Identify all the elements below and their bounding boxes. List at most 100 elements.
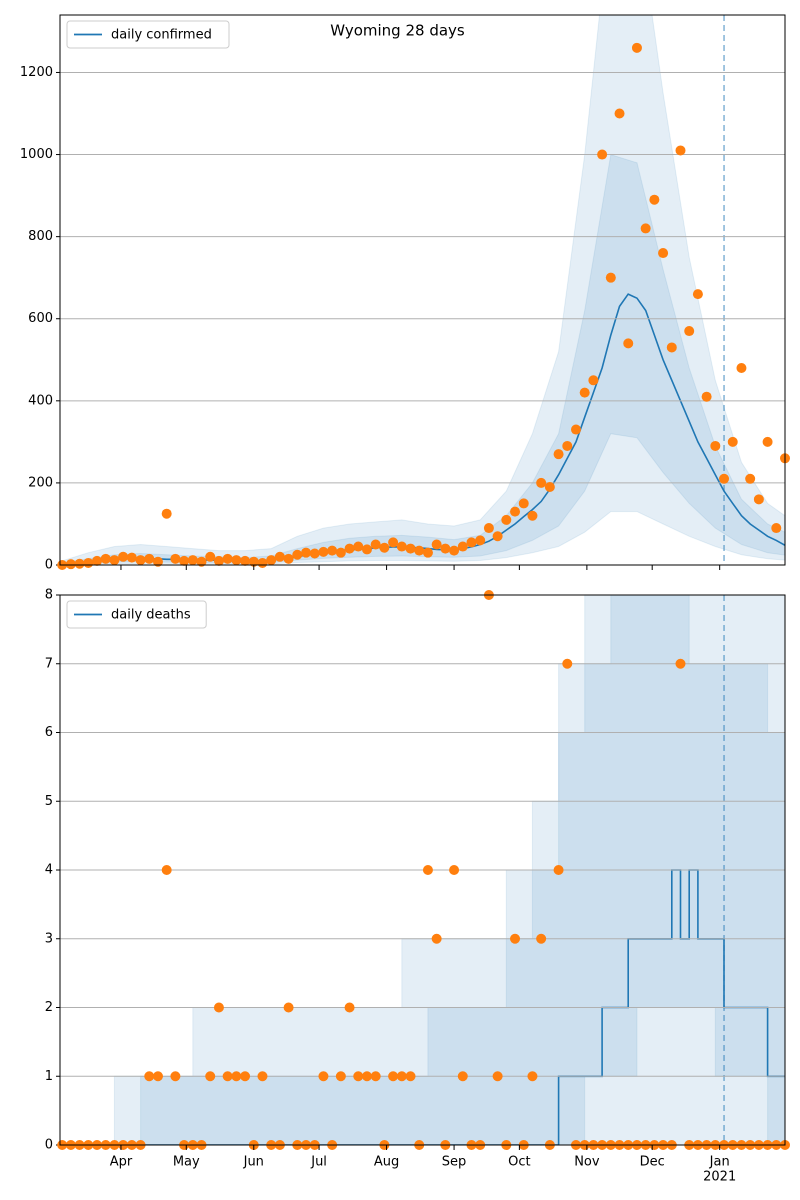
legend-box [66,20,230,49]
x-tick-label: Aug [374,1155,399,1170]
data-point [335,1071,346,1082]
data-point [536,477,547,488]
data-point [475,535,486,546]
chart-title: Wyoming 28 days [330,22,465,40]
data-point [692,289,703,300]
data-point [240,1071,251,1082]
data-point [745,473,756,484]
data-point [396,1071,407,1082]
data-point [562,440,573,451]
data-point [144,553,155,564]
data-point [74,558,85,569]
data-point [335,547,346,558]
y-tick-label: 1000 [20,147,53,162]
x-year-label: 2021 [703,1170,736,1185]
plot-area [61,15,785,565]
data-point [623,338,634,349]
data-point [344,543,355,554]
data-point [710,440,721,451]
data-point [727,436,738,447]
y-tick-label: 6 [45,725,53,740]
data-point [570,424,581,435]
data-point [100,553,111,564]
data-point [527,1071,538,1082]
legend-box [66,600,207,629]
data-point [579,387,590,398]
y-tick-label: 1 [45,1069,53,1084]
data-point [449,545,460,556]
data-point [405,1071,416,1082]
data-point [318,546,329,557]
x-tick-label: Nov [574,1155,600,1170]
y-tick-label: 5 [45,794,53,809]
y-tick-label: 8 [45,588,53,603]
y-tick-label: 2 [45,1000,53,1015]
data-point [353,541,364,552]
data-point [292,549,303,560]
x-tick-label: Apr [110,1155,133,1170]
data-point [179,555,190,566]
data-point [431,539,442,550]
data-point [501,514,512,525]
data-point [449,865,460,875]
data-point [675,145,686,156]
x-tick-label: Oct [508,1155,530,1170]
data-point [640,223,651,234]
data-point [361,1071,372,1082]
data-point [431,933,442,944]
data-point [309,548,320,559]
data-point [240,555,251,566]
data-point [213,555,224,566]
data-point [370,539,381,550]
data-point [327,545,338,556]
data-point [457,541,468,552]
data-point [588,375,599,386]
data-point [388,1071,399,1082]
data-point [118,551,129,562]
data-point [684,326,695,337]
data-point [205,551,216,562]
data-point [536,933,547,944]
data-point [257,1071,268,1082]
data-point [675,658,686,669]
data-point [161,508,172,519]
data-point [318,1071,329,1082]
data-point [753,494,764,505]
data-point [483,523,494,534]
data-point [510,933,521,944]
data-point [257,557,268,568]
data-point [614,108,625,119]
data-point [562,658,573,669]
data-point [510,506,521,517]
y-tick-label: 1200 [20,65,53,80]
data-point [466,537,477,548]
legend-label: daily confirmed [111,28,212,43]
data-point [631,42,642,53]
data-point [126,552,137,563]
data-point [666,342,677,353]
data-point [231,555,242,566]
data-point [152,556,163,567]
data-point [301,547,312,558]
y-tick-label: 0 [45,558,53,573]
data-point [719,473,730,484]
data-point [649,194,660,205]
data-point [422,547,433,558]
data-point [135,555,146,566]
data-point [440,543,451,554]
data-point [605,272,616,283]
data-point [658,248,669,259]
data-point [283,553,294,564]
data-point [553,449,564,460]
y-tick-label: 200 [28,475,53,490]
x-tick-label: Jan [709,1155,730,1170]
data-point [518,498,529,509]
data-point [92,555,103,566]
data-point [492,1071,503,1082]
data-point [170,1071,181,1082]
data-point [405,543,416,554]
data-point [196,556,207,567]
data-point [248,556,259,567]
data-point [109,555,120,566]
data-point [152,1071,163,1082]
